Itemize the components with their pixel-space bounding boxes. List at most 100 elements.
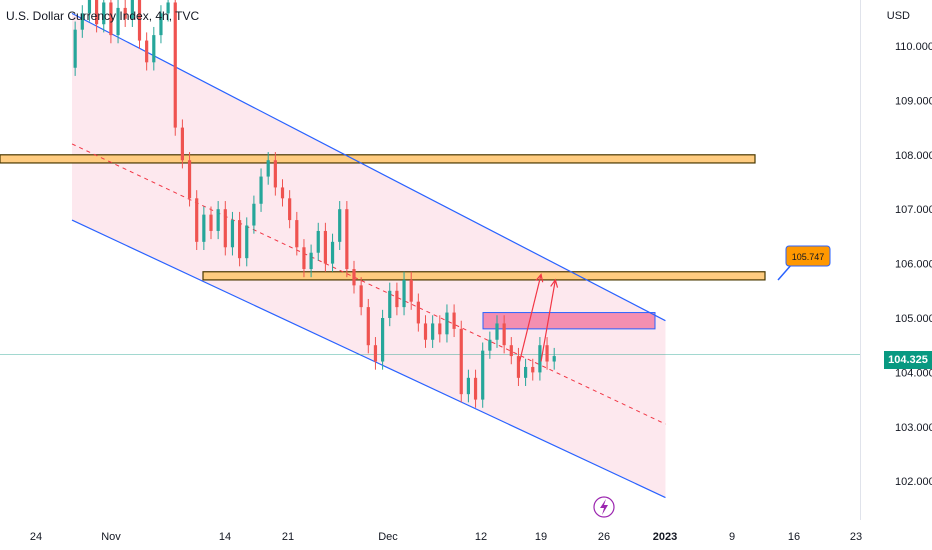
x-tick-labels: 24 Nov 14 21 Dec 12 19 26 2023 9 16 23 <box>30 531 862 543</box>
candle-body <box>381 318 385 362</box>
candle-body <box>402 279 406 308</box>
candle-body <box>116 7 120 36</box>
candle-body <box>538 345 542 373</box>
candle-body <box>531 366 535 373</box>
x-tick-label: 12 <box>475 531 487 543</box>
candle-body <box>223 209 227 248</box>
projection-arrow <box>540 279 556 362</box>
candle-body <box>280 187 285 199</box>
candle-body <box>373 345 378 362</box>
y-tick-label: 102.000 <box>895 476 932 488</box>
candle-body <box>481 350 485 400</box>
x-tick-label: Nov <box>101 531 121 543</box>
lightning-icon-glyph <box>600 499 608 515</box>
candle-body <box>452 312 456 329</box>
candle-body <box>552 356 556 362</box>
candle-body <box>445 312 449 335</box>
candle-body <box>245 225 249 259</box>
supply-zone <box>482 312 656 330</box>
candle-body <box>473 377 478 400</box>
candle-body <box>73 29 77 68</box>
candle-body <box>459 328 463 395</box>
candle-body <box>438 323 442 335</box>
x-tick-label: 16 <box>788 531 800 543</box>
candle-body <box>230 220 235 248</box>
candle-body <box>323 230 327 264</box>
x-tick-label: 14 <box>219 531 231 543</box>
candle-body <box>187 160 192 199</box>
candle-body <box>295 220 299 248</box>
candle-body <box>431 323 435 340</box>
candle-body <box>359 285 363 308</box>
callout-box <box>785 245 831 267</box>
candle-body <box>173 2 177 128</box>
candle-body <box>309 252 313 270</box>
channel-upper-line <box>71 12 666 322</box>
price-axis[interactable] <box>860 0 932 520</box>
y-tick-label: 106.000 <box>895 259 932 271</box>
x-tick-label: 9 <box>729 531 735 543</box>
candle-body <box>366 307 370 346</box>
candle-body <box>466 377 470 395</box>
candles-group <box>73 0 556 408</box>
candle-body <box>516 356 521 378</box>
candle-body <box>252 203 256 226</box>
candle-body <box>159 13 163 36</box>
last-price-tag: 104.325 <box>884 351 932 369</box>
y-tick-label: 105.000 <box>895 313 932 325</box>
currency-label: USD <box>886 10 910 22</box>
candle-body <box>137 0 142 41</box>
candle-body <box>152 35 156 63</box>
projection-arrowhead <box>550 278 559 288</box>
candle-body <box>495 323 499 340</box>
y-tick-label: 110.000 <box>895 41 932 53</box>
candle-body <box>488 339 492 351</box>
candle-body <box>145 40 149 63</box>
candle-body <box>524 366 528 378</box>
x-tick-label: 26 <box>598 531 610 543</box>
channel-fill <box>72 13 666 498</box>
x-tick-label: 21 <box>282 531 294 543</box>
callout-pointer <box>777 263 793 281</box>
resistance-zone <box>0 154 756 164</box>
y-tick-label: 104.000 <box>895 367 932 379</box>
resistance-zone <box>202 271 766 281</box>
candle-body <box>409 279 413 302</box>
candle-body <box>238 220 242 259</box>
candle-body <box>509 345 513 357</box>
candle-body <box>423 323 428 340</box>
y-tick-labels: 110.000 109.000 108.000 107.000 106.000 105.0… <box>895 41 932 488</box>
candle-body <box>259 176 263 204</box>
candle-body <box>302 247 306 270</box>
candle-body <box>395 290 399 308</box>
candle-body <box>416 301 420 324</box>
candle-body <box>166 2 170 14</box>
candle-body <box>195 198 199 242</box>
x-tick-label: 2023 <box>653 531 677 543</box>
projection-arrowhead <box>535 273 544 283</box>
x-tick-label: Dec <box>378 531 398 543</box>
candle-body <box>502 323 506 346</box>
candle-body <box>216 209 220 231</box>
candle-body <box>266 160 270 177</box>
candle-body <box>338 209 342 242</box>
candle-body <box>273 160 277 188</box>
x-tick-label: 24 <box>30 531 42 543</box>
candle-body <box>130 0 134 19</box>
candle-body <box>330 241 335 264</box>
candle-body <box>288 198 292 221</box>
x-tick-label: 23 <box>850 531 862 543</box>
candle-body <box>87 0 92 14</box>
channel-midline <box>71 143 666 425</box>
candle-body <box>345 209 349 270</box>
candle-body <box>102 2 106 25</box>
y-tick-label: 103.000 <box>895 422 932 434</box>
candle-body <box>209 214 213 231</box>
candle-body <box>123 7 127 19</box>
y-tick-label: 107.000 <box>895 204 932 216</box>
chart-title: U.S. Dollar Currency Index, 4h, TVC <box>6 9 200 23</box>
y-tick-label: 108.000 <box>895 150 932 162</box>
candle-body <box>95 0 99 25</box>
